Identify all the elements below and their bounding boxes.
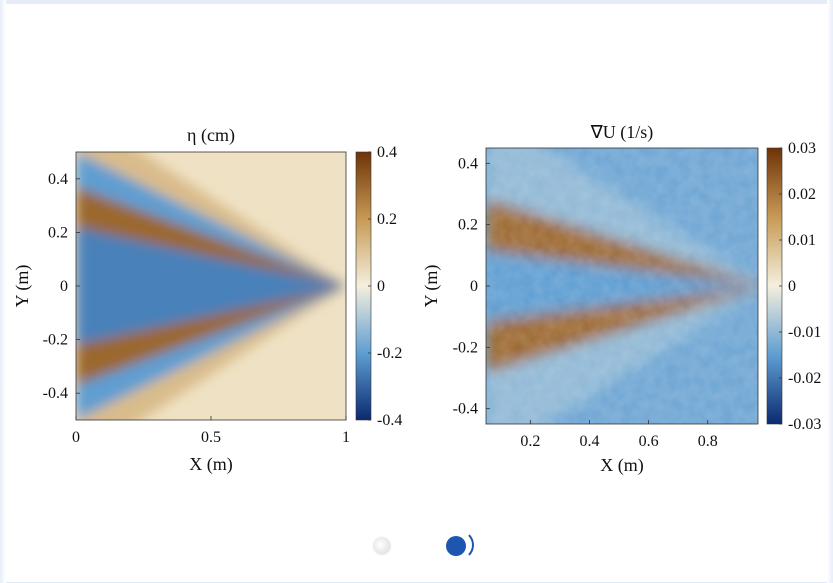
eta-colorbar-ticks: 0.4 0.2 0 -0.2 -0.4: [368, 144, 402, 429]
eta-y-label: Y (m): [12, 265, 33, 308]
eta-y-tick-label: 0: [60, 278, 68, 295]
eta-x-tick-label: 1: [342, 429, 350, 446]
eta-y-tick-label: -0.4: [43, 385, 68, 402]
gradu-x-tick-label: 0.4: [579, 433, 599, 450]
eta-title: η (cm): [187, 125, 235, 146]
right-edge-shade: [827, 0, 833, 583]
eta-panel: η (cm) 0 0.5 1 0.40.20-0.2-0.4 X (m) Y (m)…: [12, 125, 402, 475]
eta-x-tick-label: 0: [72, 429, 80, 446]
eta-y-axis: 0.4 0.2 0 -0.2 -0.4: [43, 171, 80, 402]
eta-colorbar-tick-label: -0.4: [377, 412, 402, 429]
gradu-y-tick-label: 0: [470, 278, 478, 295]
gradu-colorbar-tick-label: -0.01: [788, 324, 821, 341]
gradu-y-label: Y (m): [421, 265, 442, 308]
gradu-colorbar-tick-label: -0.02: [788, 370, 821, 387]
eta-colorbar-tick-label: 0.2: [377, 211, 397, 228]
gradu-y-axis: 0.4 0.2 0 -0.2 -0.4: [453, 155, 490, 418]
eta-x-tick-label: 0.5: [201, 429, 221, 446]
carousel-pagination: [372, 530, 482, 562]
gradu-x-tick-label: 0.2: [520, 433, 540, 450]
carousel-dot-1[interactable]: [374, 538, 390, 554]
gradu-colorbar-tick-label: 0: [788, 278, 796, 295]
eta-wave-bands: [76, 152, 346, 420]
gradu-y-tick-label: -0.2: [453, 339, 478, 356]
gradu-x-tick-label: 0.6: [639, 433, 659, 450]
eta-y-tick-label: 0.4: [48, 171, 68, 188]
carousel-dot-2-ring: [444, 530, 474, 560]
gradu-y-tick-label: 0.4: [458, 155, 478, 172]
gradu-x-label: X (m): [600, 455, 644, 476]
gradu-colorbar-tick-label: -0.03: [788, 416, 821, 433]
gradu-colorbar-tick-label: 0.02: [788, 186, 816, 203]
eta-y-tick-label: -0.2: [43, 332, 68, 349]
gradu-y-tick-label: -0.4: [453, 401, 478, 418]
gradu-noise-texture: [486, 148, 758, 424]
gradu-colorbar-ticks: 0.03 0.02 0.01 0 -0.01 -0.02 -0.03: [779, 140, 821, 433]
gradu-x-tick-label: 0.8: [698, 433, 718, 450]
eta-x-label: X (m): [189, 454, 233, 475]
gradu-colorbar-tick-label: 0.01: [788, 232, 816, 249]
eta-colorbar-tick-label: 0: [377, 278, 385, 295]
gradu-panel: ∇U (1/s) 0.2 0.4 0.6 0.8 0.4 0.2 0 -0.2 -0.4 X …: [421, 122, 821, 476]
gradu-y-tick-label: 0.2: [458, 217, 478, 234]
eta-x-axis: 0 0.5 1: [72, 416, 350, 446]
eta-y-tick-label: 0.2: [48, 224, 68, 241]
eta-colorbar-tick-label: 0.4: [377, 144, 397, 161]
eta-colorbar-tick-label: -0.2: [377, 345, 402, 362]
eta-wake-band-4: [76, 227, 346, 345]
gradu-colorbar-tick-label: 0.03: [788, 140, 816, 157]
gradu-title: ∇U (1/s): [590, 122, 654, 143]
left-edge-shade: [0, 0, 6, 583]
gradu-x-axis: 0.2 0.4 0.6 0.8: [520, 420, 718, 450]
